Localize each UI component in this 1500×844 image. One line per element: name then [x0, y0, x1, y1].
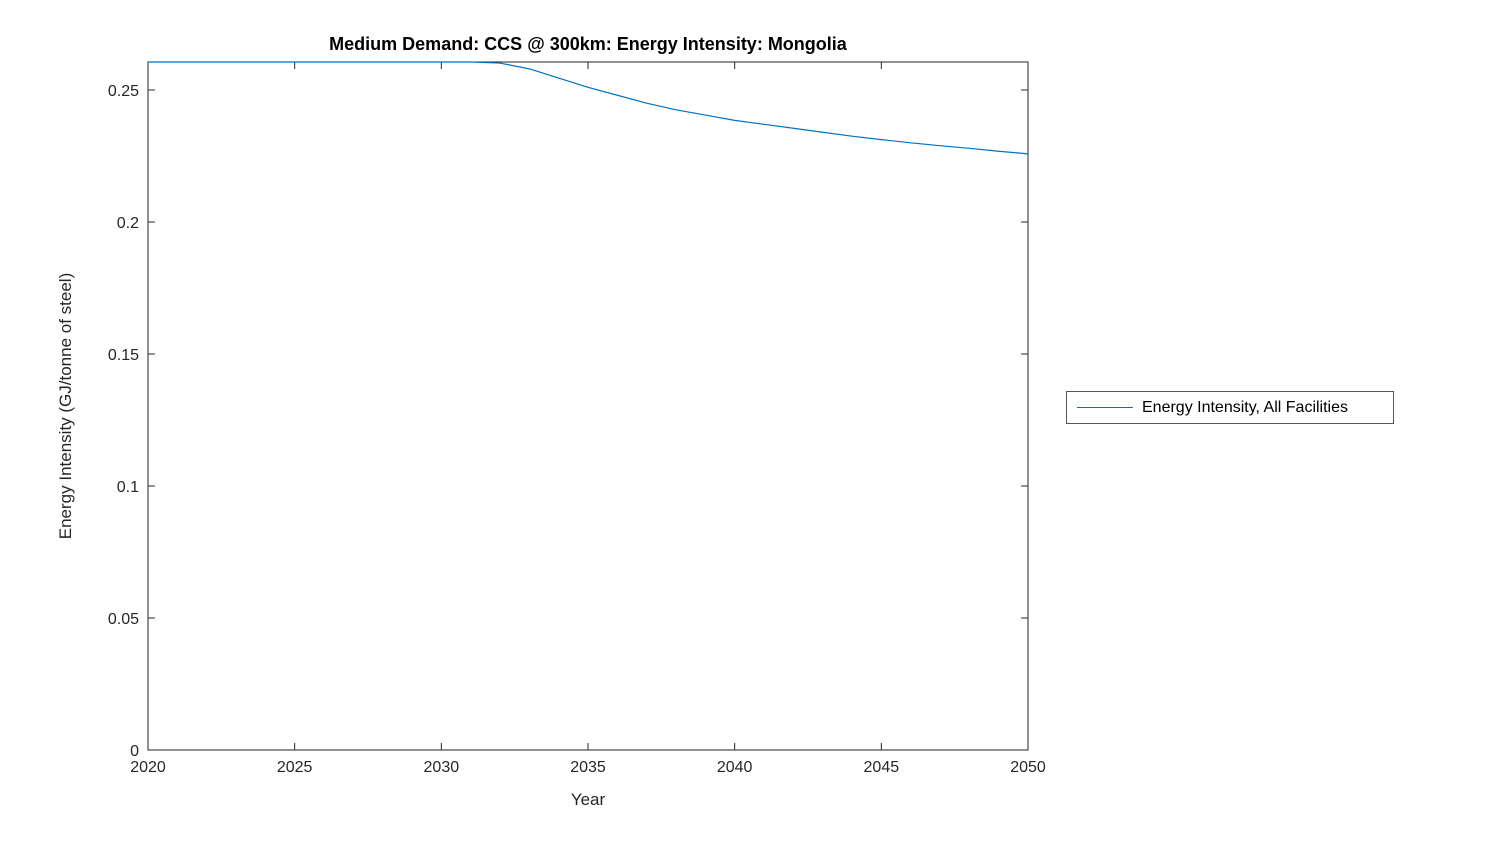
legend-line-sample — [1077, 407, 1133, 408]
legend: Energy Intensity, All Facilities — [1066, 391, 1394, 424]
series-line — [148, 61, 1029, 155]
y-tick-label: 0.05 — [108, 611, 139, 628]
y-tick-label: 0 — [130, 743, 139, 760]
x-tick-label: 2040 — [717, 759, 753, 776]
y-tick-label: 0.15 — [108, 347, 139, 364]
chart-title: Medium Demand: CCS @ 300km: Energy Inten… — [329, 34, 847, 54]
x-tick-label: 2035 — [570, 759, 606, 776]
y-tick-label: 0.25 — [108, 83, 139, 100]
y-tick-label: 0.2 — [117, 215, 139, 232]
x-axis-label: Year — [570, 790, 606, 809]
x-tick-label: 2045 — [864, 759, 900, 776]
axes-box — [147, 61, 1029, 751]
legend-entry-label: Energy Intensity, All Facilities — [1142, 398, 1349, 416]
y-axis-label: Energy Intensity (GJ/tonne of steel) — [56, 272, 75, 540]
y-tick-label: 0.1 — [117, 479, 139, 496]
x-tick-label: 2025 — [277, 759, 313, 776]
x-tick-label: 2030 — [424, 759, 460, 776]
x-tick-label: 2020 — [130, 759, 166, 776]
x-tick-label: 2050 — [1010, 759, 1046, 776]
